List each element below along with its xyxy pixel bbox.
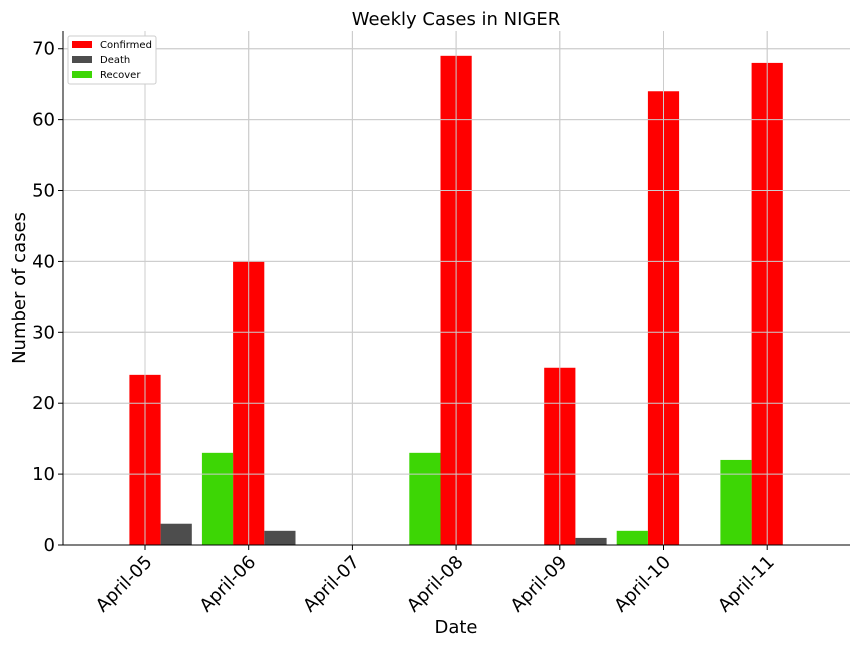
legend: Confirmed Death Recover [67,35,157,85]
y-tick-label: 50 [32,181,55,202]
bar-recover [720,459,752,545]
legend-swatch-recover [72,71,92,78]
bar-death [160,523,192,545]
y-tick-label: 30 [32,322,55,343]
x-axis-title: Date [434,617,477,638]
x-tick-label: April-11 [714,552,779,617]
legend-swatch-confirmed [72,41,92,48]
x-tick-label: April-09 [507,552,572,617]
bar-recover [201,452,234,545]
y-tick-label: 40 [32,251,55,272]
y-tick-label: 70 [32,39,55,60]
bar-death [575,537,607,545]
x-tick-label: April-07 [299,552,364,617]
legend-label-death: Death [100,55,130,66]
x-tick-label: April-08 [403,552,468,617]
chart-title: Weekly Cases in NIGER [352,9,561,30]
y-tick-label: 0 [44,535,55,556]
bar-recover [616,530,648,545]
grid-lines-overlay [63,31,850,545]
y-tick-label: 10 [32,464,55,485]
bar-death [264,530,296,545]
y-tick-label: 60 [32,110,55,131]
x-tick-label: April-10 [610,552,675,617]
bar-recover [409,452,441,545]
x-tick-label: April-05 [92,552,157,617]
legend-swatch-death [72,56,92,63]
y-axis-title: Number of cases [9,212,30,364]
y-tick-label: 20 [32,393,55,414]
legend-label-recover: Recover [100,70,141,81]
legend-label-confirmed: Confirmed [100,40,152,51]
x-tick-label: April-06 [196,552,261,617]
